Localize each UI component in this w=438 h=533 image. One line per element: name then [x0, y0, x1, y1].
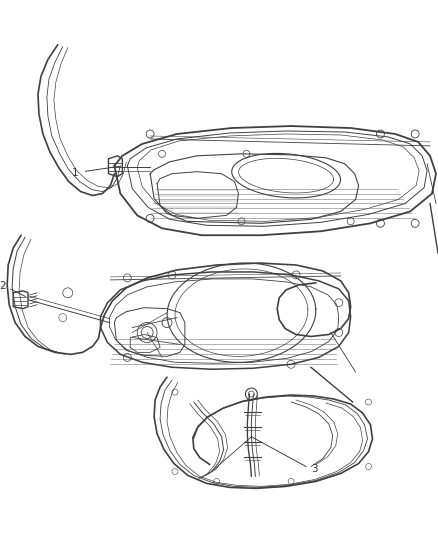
Text: 3: 3: [311, 464, 318, 474]
Text: 1: 1: [72, 168, 79, 177]
Text: 2: 2: [0, 281, 6, 291]
